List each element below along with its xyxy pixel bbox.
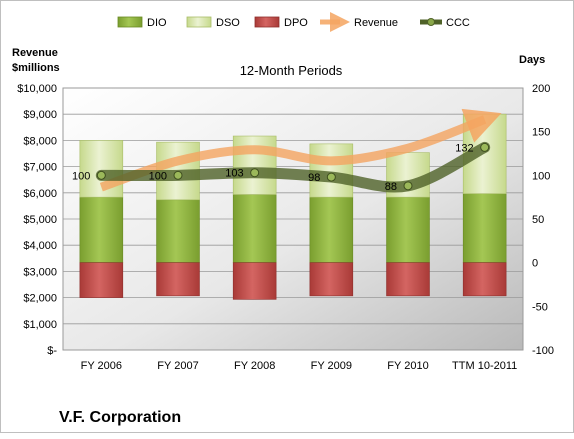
legend-marker-ccc: [427, 18, 435, 26]
bar-dso-fy-2008: [232, 135, 277, 195]
left-tick-label-9000: $9,000: [23, 109, 57, 121]
right-tick-label-50: 50: [532, 214, 544, 226]
left-tick-label-7000: $7,000: [23, 162, 57, 174]
ccc-data-label-ttm-10-2011: 132: [455, 142, 473, 154]
right-tick-label-100: 100: [532, 170, 550, 182]
legend-swatch-dpo: [254, 16, 280, 28]
ccc-data-label-fy-2006: 100: [72, 170, 90, 182]
bar-dio-fy-2006: [79, 196, 124, 263]
left-tick-label-0: $-: [47, 345, 57, 357]
x-tick-label-fy-2006: FY 2006: [81, 360, 122, 372]
bar-dio-fy-2009: [309, 196, 354, 263]
legend-label-ccc: CCC: [446, 17, 470, 29]
left-axis-label-line2: $millions: [12, 62, 60, 74]
bar-dio-fy-2010: [386, 196, 430, 263]
ccc-point-fy-2009: [326, 172, 336, 182]
legend: DIO DSO DPO Revenue CCC: [117, 12, 470, 32]
left-tick-label-8000: $8,000: [23, 135, 57, 147]
right-tick-label-150: 150: [532, 127, 550, 139]
left-axis-label-line1: Revenue: [12, 47, 58, 59]
right-tick-label-100: -100: [532, 345, 554, 357]
legend-label-dpo: DPO: [284, 17, 308, 29]
company-name: V.F. Corporation: [59, 409, 181, 426]
left-tick-label-3000: $3,000: [23, 266, 57, 278]
legend-swatch-dso: [186, 16, 212, 28]
chart-title: 12-Month Periods: [240, 63, 343, 78]
right-tick-label-50: -50: [532, 301, 548, 313]
right-axis-label: Days: [519, 54, 545, 66]
left-tick-label-4000: $4,000: [23, 240, 57, 252]
ccc-data-label-fy-2007: 100: [149, 170, 167, 182]
left-tick-label-5000: $5,000: [23, 214, 57, 226]
ccc-point-fy-2007: [173, 170, 183, 180]
x-tick-label-fy-2007: FY 2007: [157, 360, 198, 372]
ccc-data-label-fy-2009: 98: [308, 172, 320, 184]
x-tick-label-ttm-10-2011: TTM 10-2011: [452, 360, 517, 372]
bar-dpo-fy-2008: [232, 262, 277, 300]
bar-dpo-fy-2010: [386, 262, 430, 297]
legend-label-dso: DSO: [216, 17, 240, 29]
right-tick-label-0: 0: [532, 258, 538, 270]
legend-label-dio: DIO: [147, 17, 167, 29]
bar-dio-fy-2007: [156, 199, 200, 263]
ccc-data-label-fy-2008: 103: [225, 168, 243, 180]
ccc-point-fy-2010: [403, 181, 413, 191]
legend-swatch-dio: [117, 16, 143, 28]
x-tick-label-fy-2009: FY 2009: [311, 360, 352, 372]
x-tick-label-fy-2008: FY 2008: [234, 360, 275, 372]
ccc-data-label-fy-2010: 88: [385, 181, 397, 193]
x-tick-label-fy-2010: FY 2010: [387, 360, 428, 372]
bar-dso-fy-2006: [79, 140, 124, 198]
ccc-line: [95, 141, 491, 193]
ccc-point-fy-2008: [250, 168, 260, 178]
left-tick-label-2000: $2,000: [23, 293, 57, 305]
ccc-point-fy-2006: [96, 170, 106, 180]
bar-dpo-fy-2009: [309, 262, 354, 297]
bar-dpo-ttm-10-2011: [462, 262, 507, 297]
bar-dpo-fy-2007: [156, 262, 200, 297]
ccc-point-ttm-10-2011: [480, 142, 490, 152]
legend-label-revenue: Revenue: [354, 17, 398, 29]
left-tick-label-6000: $6,000: [23, 188, 57, 200]
bar-dio-fy-2008: [232, 194, 277, 263]
revenue-line: [99, 108, 502, 192]
left-tick-label-1000: $1,000: [23, 319, 57, 331]
bar-dio-ttm-10-2011: [462, 193, 507, 263]
bar-dpo-fy-2006: [79, 262, 124, 298]
right-tick-label-200: 200: [532, 83, 550, 95]
left-tick-label-10000: $10,000: [17, 83, 57, 95]
